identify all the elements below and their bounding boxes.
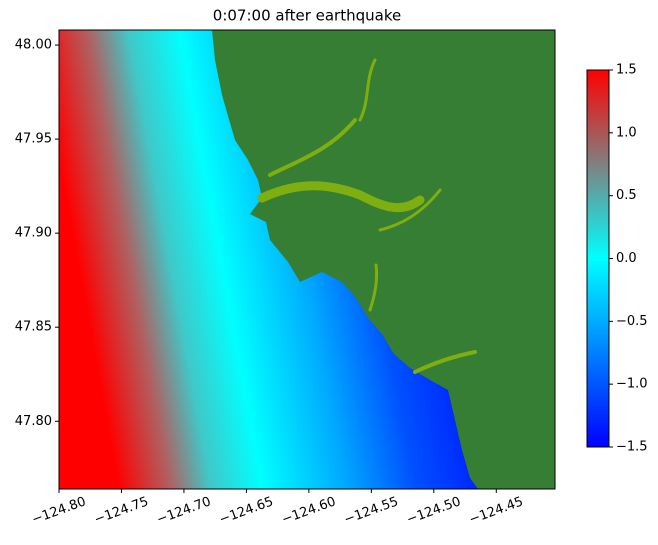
- y-tick-label: 47.95: [15, 132, 52, 147]
- colorbar-tick-label: 1.0: [616, 125, 637, 140]
- y-tick-label: 47.85: [15, 320, 52, 335]
- colorbar-tick-label: 0.0: [616, 251, 637, 266]
- x-tick-label: −124.45: [467, 494, 525, 527]
- x-tick-label: −124.80: [30, 494, 88, 527]
- colorbar: [586, 69, 610, 448]
- x-tick-label: −124.60: [280, 494, 338, 527]
- map: [59, 30, 555, 489]
- colorbar-tick-label: −1.5: [616, 440, 648, 455]
- land: [212, 30, 555, 489]
- x-tick-label: −124.55: [342, 494, 400, 527]
- estuaries: [257, 58, 477, 374]
- colorbar-tick-label: −0.5: [616, 314, 648, 329]
- x-tick-label: −124.50: [405, 494, 463, 527]
- x-tick-label: −124.65: [217, 494, 275, 527]
- x-tick-label: −124.75: [92, 494, 150, 527]
- colorbar-tick-label: 0.5: [616, 188, 637, 203]
- colorbar-tick-label: 1.5: [616, 63, 637, 78]
- y-tick-label: 47.90: [15, 226, 52, 241]
- chart-title: 0:07:00 after earthquake: [213, 7, 401, 25]
- y-tick-label: 48.00: [15, 38, 52, 53]
- x-tick-label: −124.70: [155, 494, 213, 527]
- axes-frame: [58, 29, 556, 490]
- colorbar-tick-label: −1.0: [616, 377, 648, 392]
- y-tick-label: 47.80: [15, 414, 52, 429]
